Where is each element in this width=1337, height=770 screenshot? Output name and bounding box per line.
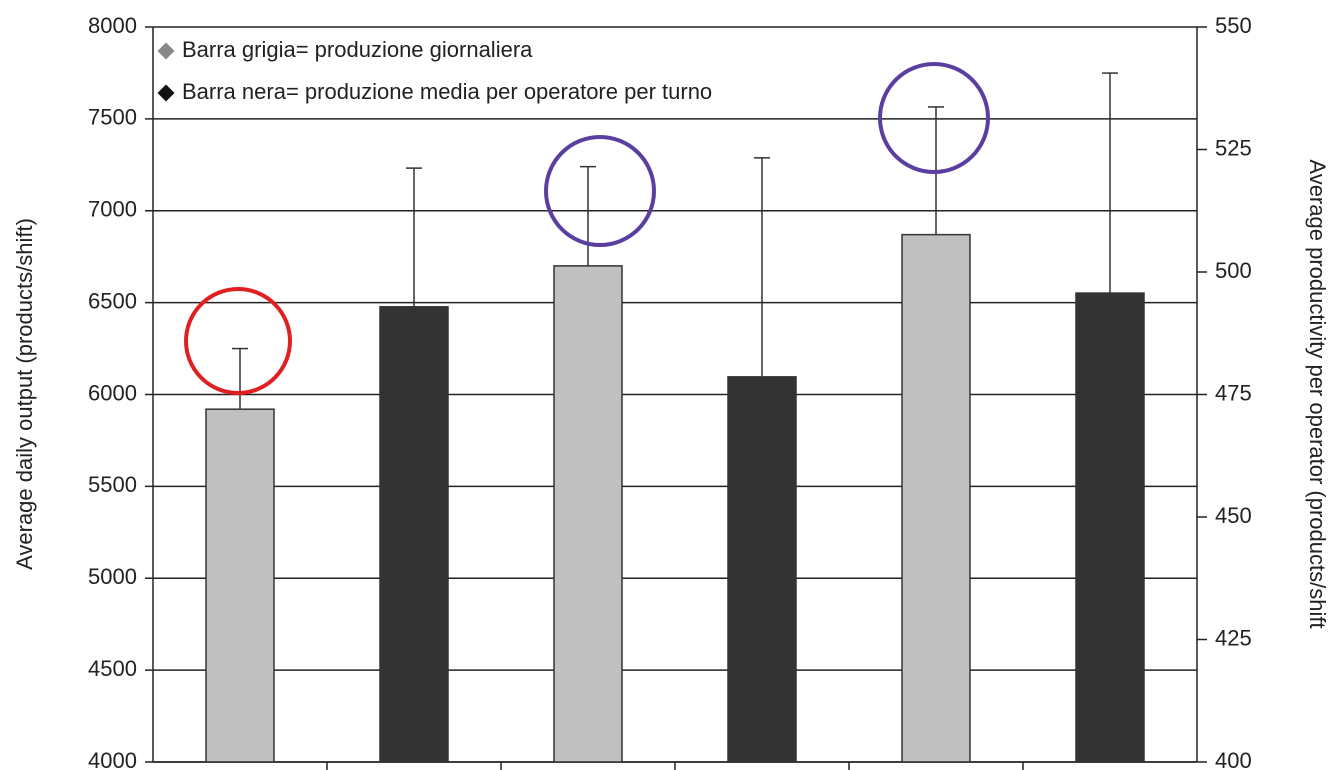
bar [901,233,971,763]
legend-marker [157,84,175,102]
error-bar [580,165,596,266]
y-axis-label: Average daily output (products/shift) [12,218,37,570]
y2-tick-label: 475 [1215,380,1252,405]
y-tick-label: 6000 [88,380,137,405]
y2-tick-label: 550 [1215,13,1252,38]
bar [727,376,797,763]
y-tick-label: 6500 [88,288,137,313]
y-tick-label: 7000 [88,197,137,222]
y2-tick-label: 400 [1215,748,1252,770]
y-tick-label: 8000 [88,13,137,38]
error-bar [1102,72,1118,294]
y2-tick-label: 500 [1215,258,1252,283]
highlight-circle [878,62,990,174]
error-bar [406,167,422,307]
bar [379,306,449,763]
y-tick-label: 4000 [88,748,137,770]
legend-marker [157,42,175,60]
y2-tick-label: 450 [1215,503,1252,528]
y2-axis-label: Average productivity per operator (produ… [1305,159,1330,628]
y2-tick-label: 525 [1215,135,1252,160]
error-bar [232,347,248,410]
bar [553,265,623,763]
bar [1075,292,1145,763]
legend-label: Barra grigia= produzione giornaliera [182,37,533,62]
y-tick-label: 7500 [88,105,137,130]
y2-tick-label: 425 [1215,625,1252,650]
highlight-circle [544,135,656,247]
y-tick-label: 5500 [88,472,137,497]
y-tick-label: 4500 [88,656,137,681]
y-tick-label: 5000 [88,564,137,589]
highlight-circle [184,287,292,395]
bar [205,408,275,763]
error-bar [754,157,770,377]
legend-label: Barra nera= produzione media per operato… [182,79,712,104]
